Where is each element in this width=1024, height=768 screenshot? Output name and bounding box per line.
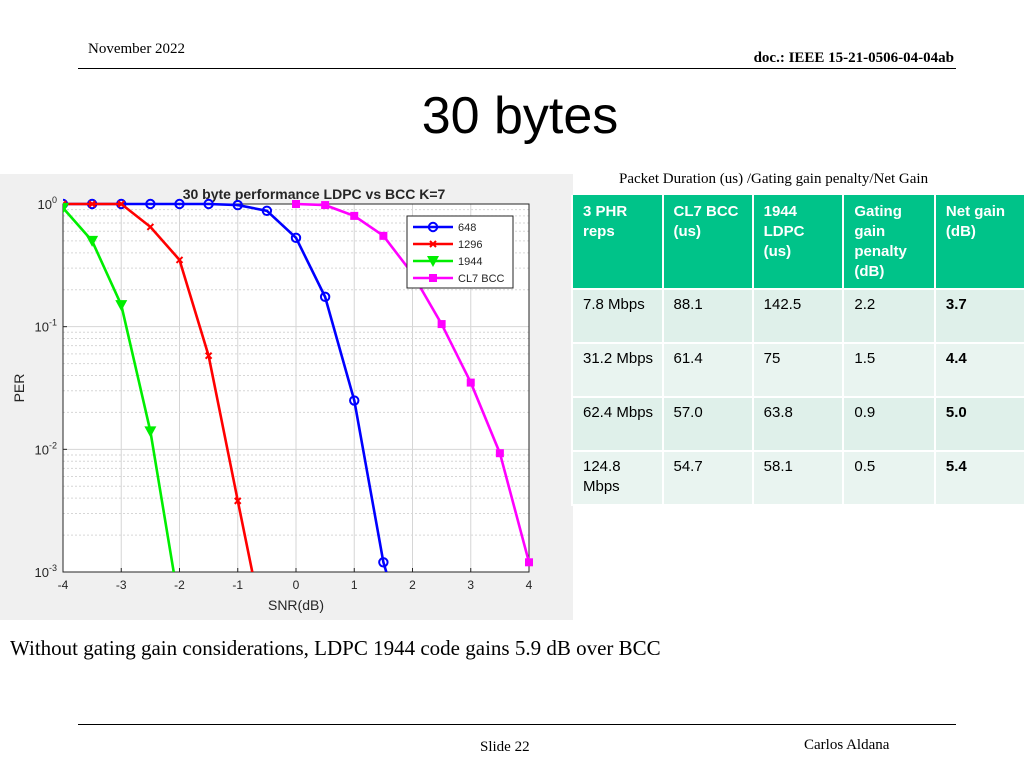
table-caption: Packet Duration (us) /Gating gain penalt… (619, 171, 929, 187)
per-chart: -4 -3 -2 -1 0 1 2 3 4 100 10-1 10-2 10-3 30 byte perf… (11, 186, 533, 613)
data-point (146, 223, 155, 231)
y-tick-label: 10-3 (35, 563, 57, 580)
data-point (174, 198, 185, 210)
data-point (349, 395, 360, 406)
table-cell: 0.9 (842, 397, 935, 452)
chart-title: 30 byte performance LDPC vs BCC K=7 (183, 186, 446, 202)
data-point (261, 205, 273, 217)
table-header-cell: Gating gain penalty (dB) (842, 195, 935, 290)
data-point (145, 198, 156, 210)
x-tick-label: -2 (174, 578, 185, 592)
legend-label: 648 (458, 222, 476, 234)
data-point (203, 198, 214, 210)
data-point (466, 378, 475, 387)
table-header-cell: 1944 LDPC (us) (751, 195, 844, 290)
y-tick-label: 100 (38, 195, 57, 212)
table-row: 31.2 Mbps 61.4 75 1.5 4.4 (571, 343, 1024, 398)
table-cell: 31.2 Mbps (571, 343, 663, 398)
footer-divider (78, 724, 956, 725)
table-cell: 58.1 (751, 451, 844, 506)
table-cell-net-gain: 4.4 (933, 343, 1024, 398)
data-point (350, 211, 359, 220)
y-tick-label: 10-2 (35, 440, 57, 457)
data-point (319, 291, 331, 303)
y-axis-label: PER (11, 374, 27, 403)
table-header-cell: Net gain (dB) (933, 195, 1024, 290)
data-point (379, 231, 388, 240)
table-header-cell: CL7 BCC (us) (661, 195, 753, 290)
data-point (115, 300, 128, 312)
x-tick-label: 1 (351, 578, 358, 592)
table-cell: 0.5 (842, 451, 935, 506)
slide-number: Slide 22 (480, 739, 530, 755)
duration-table: 3 PHR reps CL7 BCC (us) 1944 LDPC (us) G… (571, 195, 1024, 506)
table-cell-net-gain: 5.0 (933, 397, 1024, 452)
legend: 648 1296 1944 CL7 BCC (406, 215, 514, 289)
data-point (204, 351, 213, 360)
x-tick-label: 0 (293, 578, 300, 592)
table-cell: 2.2 (842, 289, 935, 344)
data-point (429, 240, 437, 248)
data-point (117, 200, 125, 208)
legend-label: 1944 (458, 256, 482, 268)
table-cell: 142.5 (751, 289, 844, 344)
table-cell: 124.8 Mbps (571, 451, 663, 506)
data-point (495, 449, 504, 458)
table-cell: 1.5 (842, 343, 935, 398)
data-point (437, 320, 446, 329)
table-cell: 54.7 (661, 451, 753, 506)
data-point (321, 201, 330, 210)
table-cell: 57.0 (661, 397, 753, 452)
x-tick-label: 3 (467, 578, 474, 592)
data-point (232, 199, 243, 211)
x-tick-label: -4 (58, 578, 69, 592)
table-cell: 62.4 Mbps (571, 397, 663, 452)
header-divider (78, 68, 956, 69)
x-tick-label: 2 (409, 578, 416, 592)
table-cell-net-gain: 3.7 (933, 289, 1024, 344)
table-cell-net-gain: 5.4 (933, 451, 1024, 506)
y-tick-label: 10-1 (35, 318, 57, 335)
data-point (427, 221, 439, 233)
x-tick-label: -3 (116, 578, 127, 592)
data-point (378, 557, 389, 568)
data-point (234, 497, 242, 505)
header-date: November 2022 (88, 41, 186, 57)
header-doc-id: doc.: IEEE 15-21-0506-04-04ab (753, 50, 954, 66)
series-line (63, 202, 254, 572)
table-cell: 7.8 Mbps (571, 289, 663, 344)
table-cell: 88.1 (661, 289, 753, 344)
x-tick-label: -1 (232, 578, 243, 592)
data-point (427, 256, 439, 267)
table-cell: 61.4 (661, 343, 753, 398)
data-point (144, 426, 157, 438)
per-chart-panel: -4 -3 -2 -1 0 1 2 3 4 100 10-1 10-2 10-3 30 byte perf… (0, 174, 573, 620)
x-tick-label: 4 (526, 578, 533, 592)
table-row: 7.8 Mbps 88.1 142.5 2.2 3.7 (571, 289, 1024, 344)
author: Carlos Aldana (804, 737, 890, 753)
series-1296 (63, 200, 254, 572)
slide-title: 30 bytes (421, 87, 619, 145)
table-header-cell: 3 PHR reps (571, 195, 663, 290)
x-axis-label: SNR(dB) (268, 597, 324, 613)
table-cell: 63.8 (751, 397, 844, 452)
data-point (88, 200, 96, 208)
legend-label: 1296 (458, 239, 482, 251)
data-point (175, 256, 184, 264)
data-point (290, 232, 302, 244)
slide-caption: Without gating gain considerations, LDPC… (10, 636, 661, 660)
legend-label: CL7 BCC (458, 273, 505, 285)
data-point (292, 200, 300, 208)
table-row: 124.8 Mbps 54.7 58.1 0.5 5.4 (571, 451, 1024, 506)
table-cell: 75 (751, 343, 844, 398)
data-point (525, 558, 533, 567)
series-1944 (63, 202, 175, 572)
table-row: 62.4 Mbps 57.0 63.8 0.9 5.0 (571, 397, 1024, 452)
data-point (86, 235, 99, 247)
data-point (429, 274, 437, 282)
data-point (63, 202, 69, 214)
table-header-row: 3 PHR reps CL7 BCC (us) 1944 LDPC (us) G… (571, 195, 1024, 290)
